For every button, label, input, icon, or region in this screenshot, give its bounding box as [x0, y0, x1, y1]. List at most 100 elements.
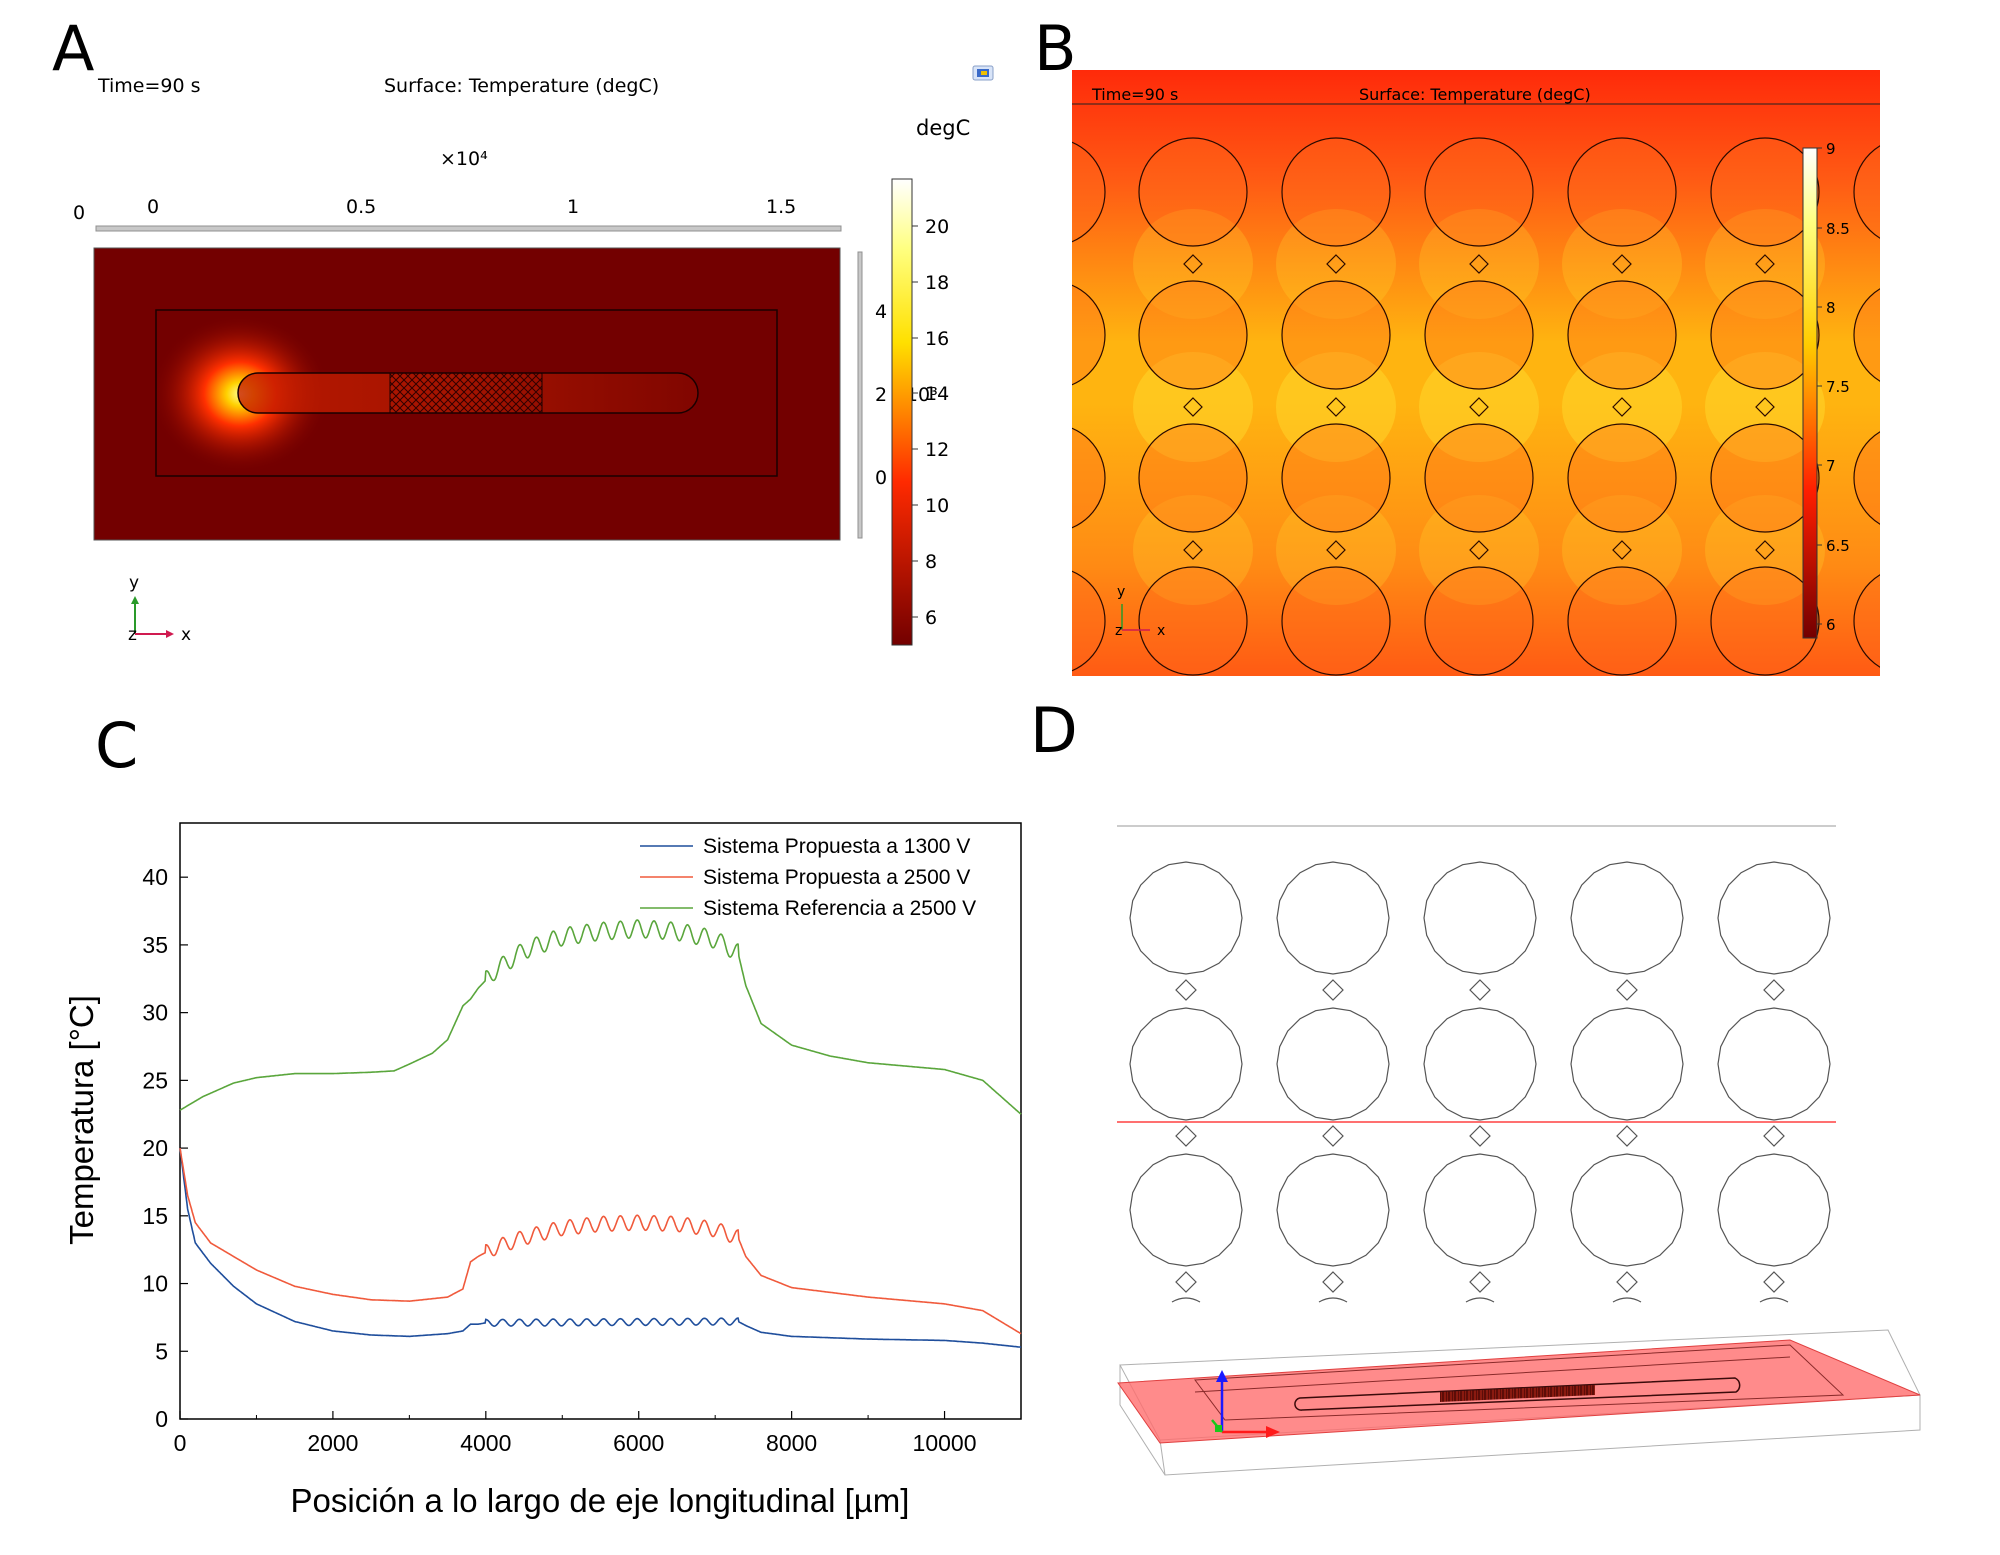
- panel-b-colorbar-label: 7.5: [1826, 378, 1850, 396]
- panel-b-pillar: [1424, 566, 1534, 676]
- panel-d-pillar: [1570, 1153, 1684, 1267]
- panel-b-pillar: [1567, 566, 1677, 676]
- panel-d-pillar: [1423, 1153, 1537, 1267]
- panel-d-diamond-post: [1469, 1125, 1491, 1147]
- panel-b-pillar: [1853, 288, 1880, 382]
- panel-a-unit-label: degC: [916, 116, 970, 140]
- chart-line-series-2: [179, 1147, 1022, 1335]
- panel-d-pillar: [1129, 861, 1243, 975]
- panel-b-pillar: [1853, 574, 1880, 668]
- panel-b-pillar: [1710, 423, 1820, 533]
- panel-a-colorbar-label: 14: [925, 383, 949, 405]
- panel-a-toolbar-icon[interactable]: [972, 65, 994, 81]
- panel-b-pillar: [1567, 423, 1677, 533]
- panel-a-colorbar-label: 8: [925, 551, 937, 573]
- panel-a-axis-triad: y z x: [128, 573, 191, 645]
- chart-x-tick-label: 4000: [460, 1430, 511, 1456]
- panel-a-side-scale-bar: [857, 251, 863, 539]
- panel-a-inner-boundary: [155, 309, 778, 477]
- panel-b-diamond-post: [1612, 540, 1632, 560]
- panel-a-colorbar-ticks: [912, 225, 918, 618]
- panel-d-diamond-post: [1616, 1271, 1638, 1293]
- panel-b-pillar: [1072, 570, 1106, 672]
- legend-label-series-3: Sistema Referencia a 2500 V: [703, 897, 976, 920]
- chart-y-tick-label: 35: [142, 932, 168, 958]
- panel-label-d: D: [1030, 694, 1078, 767]
- panel-a-top-scale-bar: [95, 225, 842, 232]
- panel-b-pillar: [1567, 280, 1677, 390]
- chart-y-tick-label: 0: [155, 1406, 168, 1432]
- panel-d-diamond-post: [1469, 979, 1491, 1001]
- panel-b-pillar: [1281, 566, 1391, 676]
- panel-d-pillar: [1570, 861, 1684, 975]
- panel-d-diamond-post: [1175, 1271, 1197, 1293]
- panel-d-diamond-post: [1763, 979, 1785, 1001]
- panel-d-diamond-post: [1763, 1125, 1785, 1147]
- panel-a-electrode-region: [389, 372, 543, 414]
- panel-b-temperature-field: [1072, 70, 1880, 676]
- panel-b-colorbar-label: 6: [1826, 616, 1836, 634]
- chart-x-tick-label: 8000: [766, 1430, 817, 1456]
- panel-a-axis-y-label: y: [129, 573, 139, 593]
- panel-a-colorbar-label: 6: [925, 607, 937, 629]
- chart-y-tick-label: 30: [142, 1000, 168, 1026]
- panel-c-line-chart: 0 2000 4000 6000 8000 10000 0 5 10 15 20 25 30 35 40 P…: [63, 822, 1022, 1519]
- panel-b-pillar: [1710, 137, 1820, 247]
- legend-label-series-1: Sistema Propuesta a 1300 V: [703, 835, 970, 858]
- panel-b-diamond-post: [1755, 397, 1775, 417]
- panel-d-pillar: [1276, 1007, 1390, 1121]
- panel-b-time-label: Time=90 s: [1091, 85, 1178, 104]
- panel-b-colorbar-label: 8.5: [1826, 220, 1850, 238]
- panel-a-axis-x-label: x: [181, 625, 191, 645]
- panel-b-diamond-post: [1326, 540, 1346, 560]
- panel-d-diamond-post: [1322, 1271, 1344, 1293]
- panel-d-diamond-post: [1763, 1271, 1785, 1293]
- panel-d-diamond-post: [1616, 979, 1638, 1001]
- panel-b-diamond-post: [1326, 254, 1346, 274]
- panel-a-colorbar: [891, 178, 913, 646]
- panel-b-diamond-post: [1183, 254, 1203, 274]
- panel-b-diamond-post: [1612, 397, 1632, 417]
- panel-b-diamond-post: [1612, 254, 1632, 274]
- panel-d-diamond-post: [1175, 979, 1197, 1001]
- panel-b-pillar: [1138, 423, 1248, 533]
- panel-d-partial-shape: [1612, 1297, 1642, 1303]
- panel-d-partial-shape: [1759, 1297, 1789, 1303]
- chart-x-tick-label: 2000: [307, 1430, 358, 1456]
- panel-d-partial-shape: [1171, 1297, 1201, 1303]
- panel-b-pillar: [1853, 431, 1880, 525]
- panel-b-pillar: [1072, 141, 1106, 243]
- panel-b-diamond-post: [1755, 540, 1775, 560]
- panel-d-diamond-post: [1175, 1125, 1197, 1147]
- panel-d-pillar: [1276, 1153, 1390, 1267]
- panel-b-colorbar-ticks: [1817, 147, 1822, 625]
- chart-y-tick-label: 20: [142, 1135, 168, 1161]
- panel-d-pillar: [1423, 861, 1537, 975]
- panel-d-3d-view: [1117, 1329, 1921, 1476]
- panel-a-colorbar-label: 12: [925, 439, 949, 461]
- panel-b-axis-x-label: x: [1157, 623, 1165, 639]
- panel-b-pillar: [1424, 423, 1534, 533]
- panel-label-b: B: [1034, 12, 1077, 85]
- panel-d-3d-channel: [1294, 1377, 1741, 1411]
- panel-d-pillar: [1129, 1007, 1243, 1121]
- panel-a-x-tick: 0: [147, 196, 159, 218]
- panel-d-pillar: [1129, 1153, 1243, 1267]
- panel-a-y-tick: 2: [875, 384, 887, 406]
- panel-b-colorbar-label: 8: [1826, 299, 1836, 317]
- panel-b-diamond-post: [1183, 397, 1203, 417]
- panel-a-x-tick: 0.5: [346, 196, 376, 218]
- chart-x-axis-label: Posición a lo largo de eje longitudinal …: [291, 1482, 910, 1519]
- legend-label-series-2: Sistema Propuesta a 2500 V: [703, 866, 970, 889]
- panel-d-pillar: [1276, 861, 1390, 975]
- panel-b-pillar: [1138, 566, 1248, 676]
- panel-b-diamond-post: [1755, 254, 1775, 274]
- panel-d-pillar: [1717, 1153, 1831, 1267]
- chart-y-tick-label: 10: [142, 1271, 168, 1297]
- panel-label-c: C: [95, 709, 139, 782]
- panel-b-diamond-post: [1469, 254, 1489, 274]
- panel-b-pillar: [1281, 423, 1391, 533]
- chart-plot-area: [179, 822, 1022, 1420]
- panel-b-pillar: [1710, 566, 1820, 676]
- panel-a-x-origin: 0: [73, 202, 85, 224]
